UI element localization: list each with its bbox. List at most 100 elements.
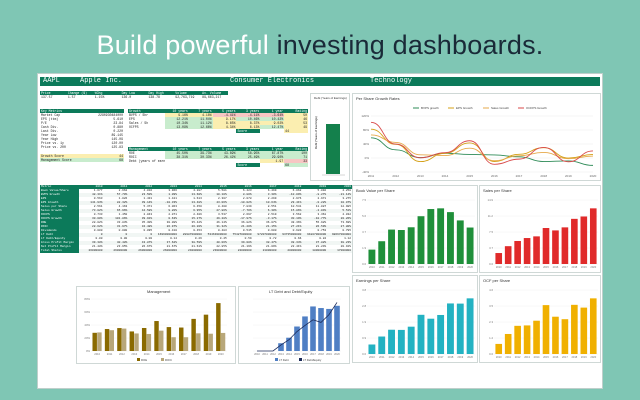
x-tick-label: 2019 bbox=[457, 355, 463, 359]
history-cell: 2.406 bbox=[193, 213, 202, 216]
key-metric-cell: 125.83 bbox=[111, 145, 123, 149]
legend-label: LT Debt bbox=[279, 358, 289, 362]
management-cell: 67.87% bbox=[260, 151, 285, 155]
spreadsheet-dashboard[interactable]: AAPL Apple Inc. Consumer Electronics Tec… bbox=[37, 73, 603, 389]
bar bbox=[183, 337, 189, 351]
management-header: Rating bbox=[295, 147, 308, 151]
x-tick-label: 2012 bbox=[515, 355, 521, 359]
history-header: 2010 bbox=[95, 185, 103, 188]
history-cell: 29.41% bbox=[290, 201, 302, 204]
history-cell: Total Shares bbox=[40, 249, 79, 253]
history-cell: 6.499 bbox=[267, 189, 277, 192]
history-cell: 31.32% bbox=[216, 225, 227, 228]
history-header: Metric bbox=[41, 185, 52, 188]
bar bbox=[580, 216, 588, 264]
management-chart[interactable]: Management 0% 20% 40% 60% 80% 2010 2011 2012 201… bbox=[76, 286, 236, 364]
per-share-growth-chart[interactable]: Per Share Growth Rates -40% 0% 40% 80% 120% 2… bbox=[352, 93, 601, 181]
book-value-title: Book Value per Share bbox=[356, 188, 395, 193]
history-cell: 30.00% bbox=[92, 217, 103, 220]
history-cell: 34.48% bbox=[141, 225, 153, 228]
history-cell: 22000000 bbox=[237, 249, 252, 252]
key-metrics-title: Key Metrics bbox=[41, 109, 63, 113]
history-cell: 0.84 bbox=[319, 237, 327, 240]
table-row: Total Shares 26000000 26000000 26000000 2600… bbox=[40, 249, 352, 253]
table-row: ROIC 28.62% 31.97% 34.48% 26.97% 26.20% 31.32%… bbox=[40, 225, 352, 229]
management-cell: 25.49% bbox=[236, 155, 261, 159]
history-cell: 18000000 bbox=[312, 249, 327, 252]
x-tick-label: 2010 bbox=[496, 355, 502, 359]
x-tick-label: 2012 bbox=[119, 352, 125, 356]
history-cell: 35.42% bbox=[191, 221, 202, 224]
bar bbox=[134, 333, 139, 351]
eps-chart[interactable]: Earnings per Share 0.0 0.9 1.9 2.8 3.8 2010 20… bbox=[352, 275, 478, 363]
management-score-cell-label: Score bbox=[236, 163, 261, 167]
growth-cell: 12.21% bbox=[164, 117, 189, 121]
history-cell: 38.23% bbox=[340, 241, 352, 244]
bar bbox=[220, 332, 226, 351]
x-tick-label: 2010 bbox=[369, 265, 375, 269]
history-cell: 0.72 bbox=[269, 237, 277, 240]
debt-years-chart[interactable]: Debt (Years of Earnings) Debt (Years of … bbox=[310, 93, 350, 181]
history-cell: 4.032 bbox=[342, 213, 352, 216]
x-tick-label: 2015 bbox=[466, 174, 473, 178]
x-tick-label: 2011 bbox=[107, 352, 113, 356]
history-cell: -21.14% bbox=[338, 193, 352, 196]
history-cell: 49.36% bbox=[290, 221, 302, 224]
history-cell: 2.299 bbox=[267, 197, 277, 200]
management-cell: 38.31% bbox=[164, 155, 189, 159]
y-tick-label: 14.9 bbox=[488, 198, 494, 202]
sales-per-share-chart[interactable]: Sales per Share 0.0 3.7 7.5 11.2 14.9 2010 201… bbox=[479, 185, 601, 273]
key-metric-cell: 0.220 bbox=[113, 129, 123, 133]
x-tick-label: 2011 bbox=[262, 352, 268, 356]
y-tick-label: 1.2 bbox=[489, 336, 493, 340]
bar bbox=[523, 238, 531, 264]
management-cell: 33 bbox=[284, 159, 308, 163]
bar bbox=[208, 333, 213, 351]
growth-cell: 53 bbox=[284, 121, 308, 125]
x-tick-label: 2014 bbox=[408, 265, 414, 269]
history-cell: 38.34% bbox=[290, 241, 302, 244]
x-tick-label: 2013 bbox=[524, 265, 530, 269]
history-cell: 0.095 bbox=[143, 229, 153, 232]
history-cell: 21.24% bbox=[315, 245, 327, 248]
table-row: OCFPS 13.09% 12.66% 4.34% 6.13% 12.47% 49 bbox=[128, 125, 308, 129]
ticker: AAPL bbox=[43, 77, 60, 85]
history-cell: 30.19% bbox=[290, 217, 302, 220]
history-cell: 26000000 bbox=[163, 249, 178, 252]
x-tick-label: 2013 bbox=[398, 265, 404, 269]
history-cell: 9.20% bbox=[168, 209, 178, 212]
history-cell: -2.04% bbox=[315, 209, 327, 212]
growth-cell: 12.47% bbox=[260, 125, 285, 129]
history-header: 2020 bbox=[344, 185, 352, 188]
x-tick-label: 2018 bbox=[540, 174, 547, 178]
legend-swatch bbox=[275, 358, 278, 361]
history-cell: 0.63% bbox=[168, 217, 178, 220]
history-cell: 22.41% bbox=[290, 245, 302, 248]
growth-cell: 10.46% bbox=[236, 117, 261, 121]
y-tick-label: 0% bbox=[86, 349, 91, 353]
key-metrics-table: Key Metrics Market Cap 2290930484000 EPS (… bbox=[40, 109, 124, 162]
book-value-chart[interactable]: Book Value per Share 0.0 1.9 3.7 5.6 7.5 2010… bbox=[352, 185, 478, 273]
lt-debt-chart[interactable]: LT Debt and Debt/Equity 2010 2011 2012 2013… bbox=[238, 286, 350, 364]
x-tick-label: 2013 bbox=[524, 355, 530, 359]
x-tick-label: 2015 bbox=[294, 352, 300, 356]
x-tick-label: 2017 bbox=[438, 355, 444, 359]
eps-svg: 0.0 0.9 1.9 2.8 3.8 2010 2011 2012 2013 2014 2015 2… bbox=[362, 288, 475, 359]
key-metric-cell: 5.610 bbox=[113, 117, 123, 121]
history-header: 2016 bbox=[244, 185, 252, 188]
history-cell: 26000000 bbox=[113, 249, 128, 252]
growth-header: 3 years bbox=[245, 109, 260, 113]
growth-cell: -3.64% bbox=[260, 113, 285, 117]
management-header: 5 years bbox=[222, 147, 236, 151]
history-cell: 0.753 bbox=[317, 229, 327, 232]
history-cell: 65.96% bbox=[116, 209, 128, 212]
history-cell: 26.67% bbox=[141, 245, 153, 248]
history-cell: -10.02% bbox=[239, 201, 252, 204]
key-metric-cell: P/E bbox=[41, 121, 47, 125]
history-cell: 0.683 bbox=[292, 229, 302, 232]
ocf-per-share-chart[interactable]: OCF per Share 0.0 1.2 2.3 3.5 4.6 2010 2011 201… bbox=[479, 275, 601, 363]
history-cell: 40.06% bbox=[216, 241, 227, 244]
y-tick-label: 3.7 bbox=[362, 230, 366, 234]
bar bbox=[437, 208, 445, 264]
key-metric-cell: Market Cap bbox=[41, 113, 61, 117]
